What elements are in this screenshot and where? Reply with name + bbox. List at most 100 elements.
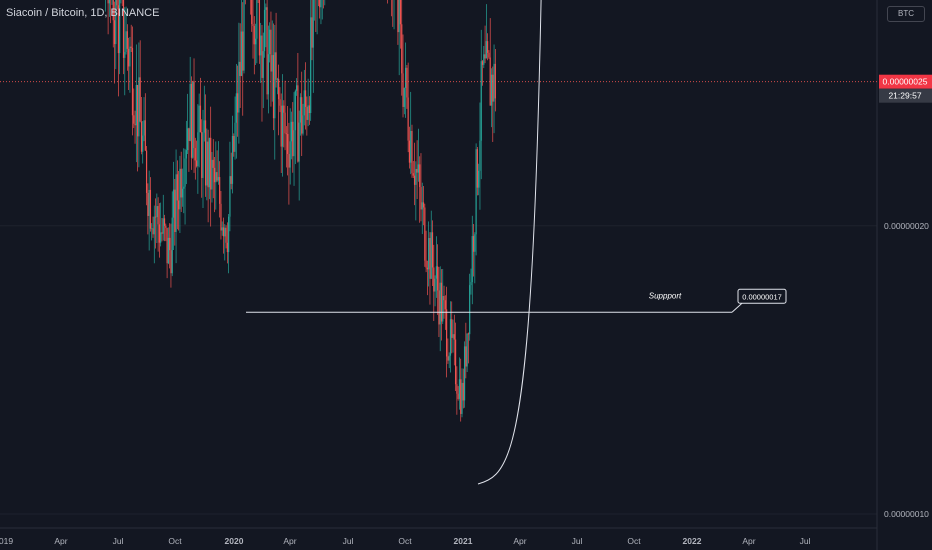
candle-body [474,234,476,252]
candle-body [174,189,176,232]
candle-body [430,232,432,279]
candle-body [466,333,468,367]
time-tick-label: Oct [398,536,412,546]
candle-body [107,0,109,4]
candle-body [449,319,452,356]
candle-body [169,237,171,251]
candle-body [229,176,231,217]
candle-body [142,135,144,152]
candle-body [403,87,405,107]
candle-body [148,189,150,216]
time-tick-label: 019 [0,536,13,546]
candle-body [180,168,182,198]
candle-body [226,242,228,253]
candle-body [437,266,439,291]
candle-body [289,141,291,168]
candle-body [278,78,280,100]
candle-body [301,97,303,134]
candle-body [458,379,461,399]
candle-body [406,67,408,98]
candle-body [240,31,243,76]
candle-body [170,250,172,274]
candle-body [494,63,496,99]
candle-body [295,85,298,91]
currency-badge[interactable]: BTC [887,6,925,22]
candle-body [163,218,166,226]
candle-body [404,67,407,88]
time-tick-label: 2022 [683,536,702,546]
candle-body [178,200,180,210]
time-tick-label: Jul [800,536,811,546]
candle-body [207,141,209,188]
candle-body [417,164,420,173]
candle-body [433,267,435,292]
candle-body [221,227,223,231]
candle-body [160,232,162,243]
candle-body [242,31,244,71]
candle-body [265,7,267,10]
candle-body [126,31,128,49]
time-tick-label: Jul [113,536,124,546]
candle-body [239,61,241,76]
candle-body [145,150,148,193]
time-tick-label: 2021 [454,536,473,546]
candle-body [428,238,430,270]
candle-body [254,38,257,45]
candle-body [287,134,289,154]
candle-body [489,57,491,106]
candle-body [134,123,136,126]
candle-body [487,41,489,53]
candle-body [434,278,436,292]
candle-body [408,140,411,163]
candle-body [231,135,234,184]
time-tick-label: 2020 [225,536,244,546]
candle-body [299,97,302,123]
candle-body [162,218,164,234]
candle-body [220,203,222,231]
candle-body [419,164,421,188]
candle-body [456,384,458,394]
countdown-badge [879,88,932,103]
candle-body [448,355,450,361]
candle-body [208,137,211,188]
support-callout-pointer [731,302,743,313]
candle-body [252,24,254,26]
candle-body [483,54,485,65]
candle-body [416,168,418,173]
candle-body [476,149,478,188]
candle-body [187,128,189,151]
candle-body [149,189,152,229]
candle-body [471,236,473,283]
candle-body [401,24,403,74]
candle-body [184,158,186,187]
candle-body [288,153,290,168]
candle-body [429,238,431,279]
candle-body [412,173,414,176]
candle-body [285,133,287,135]
candle-body [119,0,121,54]
candle-body [275,52,277,80]
candle-body [402,73,404,107]
time-tick-label: Oct [168,536,182,546]
candle-body [204,120,207,186]
candle-body [211,159,213,190]
candle-body [444,300,446,310]
candle-body [267,54,269,95]
candle-body [293,130,295,157]
candle-body [411,130,413,174]
candle-body [138,77,140,137]
candle-body [266,7,268,95]
candle-body [206,141,208,186]
time-tick-label: Oct [627,536,641,546]
candle-body [217,177,219,181]
support-text: Suppport [649,291,682,300]
candle-body [152,228,154,235]
candle-body [302,115,304,134]
support-callout-box [737,288,787,304]
candle-body [216,172,218,181]
candle-body [225,227,227,243]
symbol-title[interactable]: Siacoin / Bitcoin, 1D, BINANCE [6,7,160,19]
candle-body [421,202,423,210]
candle-body [422,202,425,208]
